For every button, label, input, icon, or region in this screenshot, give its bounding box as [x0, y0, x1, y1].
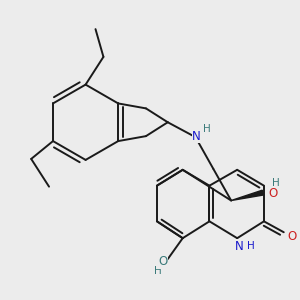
Text: H: H	[154, 266, 162, 276]
Text: O: O	[268, 187, 278, 200]
Text: N: N	[235, 240, 244, 253]
Text: N: N	[192, 130, 201, 142]
Text: O: O	[158, 256, 167, 268]
Text: O: O	[287, 230, 296, 243]
Polygon shape	[231, 190, 263, 200]
Text: H: H	[203, 124, 211, 134]
Text: H: H	[247, 241, 255, 251]
Text: H: H	[272, 178, 280, 188]
